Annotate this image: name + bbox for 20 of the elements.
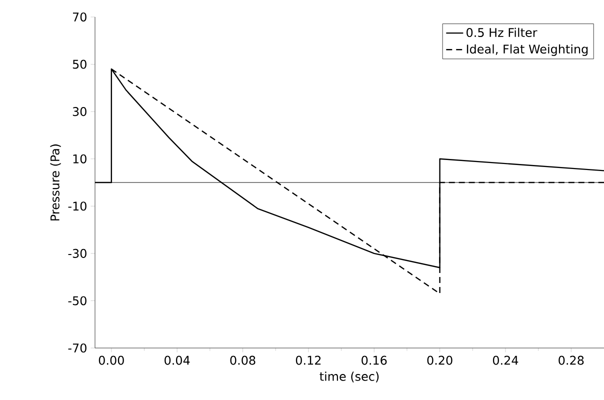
x-tick-label: 0.08 [230,356,256,365]
legend-label: Ideal, Flat Weighting [466,44,588,56]
x-tick-label: 0.00 [98,356,124,365]
y-tick-label: 30 [72,107,86,116]
x-tick-label: 0.12 [296,356,321,365]
y-tick-label: -30 [68,248,86,258]
y-tick-label: -70 [68,343,86,353]
x-tick-label: 0.16 [362,356,387,365]
y-tick-label: -50 [68,296,86,306]
x-tick-label: 0.04 [164,356,190,365]
x-tick-label: 0.28 [558,356,584,365]
legend-label: 0.5 Hz Filter [466,28,538,38]
y-tick-label: 70 [73,12,86,22]
y-tick-label: 10 [73,154,86,164]
x-tick-label: 0.20 [427,356,452,365]
y-tick-label: 50 [72,60,86,69]
y-tick-label: -10 [68,202,86,211]
y-axis-title: Pressure (Pa) [50,144,61,220]
x-axis-title: time (sec) [320,372,379,382]
x-tick-label: 0.24 [492,356,518,365]
